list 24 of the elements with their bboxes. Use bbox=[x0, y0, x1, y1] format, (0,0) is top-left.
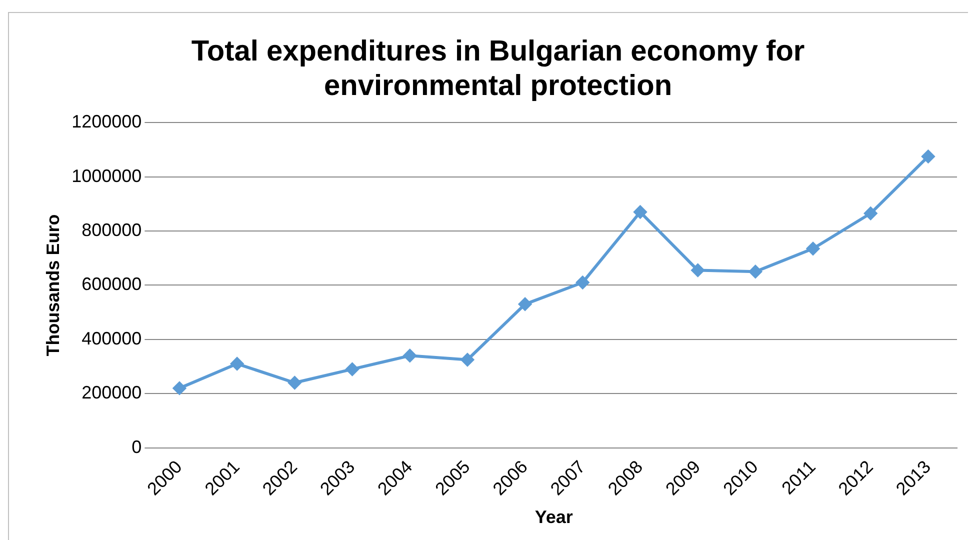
y-tick-label: 200000 bbox=[82, 382, 142, 403]
point bbox=[864, 206, 878, 220]
point bbox=[288, 376, 302, 390]
y-tick-label: 1000000 bbox=[72, 166, 142, 186]
point bbox=[576, 276, 590, 289]
x-axis-title: Year bbox=[534, 507, 573, 528]
point bbox=[806, 242, 820, 256]
y-tick-label: 800000 bbox=[82, 220, 142, 240]
point bbox=[691, 264, 704, 277]
chart-title: Total expenditures in Bulgarian economy for environmental protection bbox=[191, 35, 805, 102]
y-tick-label: 0 bbox=[132, 436, 142, 457]
y-tick-label: 400000 bbox=[82, 328, 142, 348]
point bbox=[634, 206, 647, 219]
y-tick-label: 600000 bbox=[82, 274, 142, 294]
point bbox=[230, 357, 244, 370]
y-tick-label: 1200000 bbox=[72, 112, 142, 132]
point bbox=[748, 265, 762, 278]
point bbox=[403, 349, 416, 362]
y-axis-title: Thousands Euro bbox=[42, 214, 63, 356]
point bbox=[922, 150, 935, 163]
point bbox=[172, 382, 186, 395]
point bbox=[460, 353, 474, 366]
point bbox=[518, 298, 532, 311]
point bbox=[346, 362, 359, 376]
